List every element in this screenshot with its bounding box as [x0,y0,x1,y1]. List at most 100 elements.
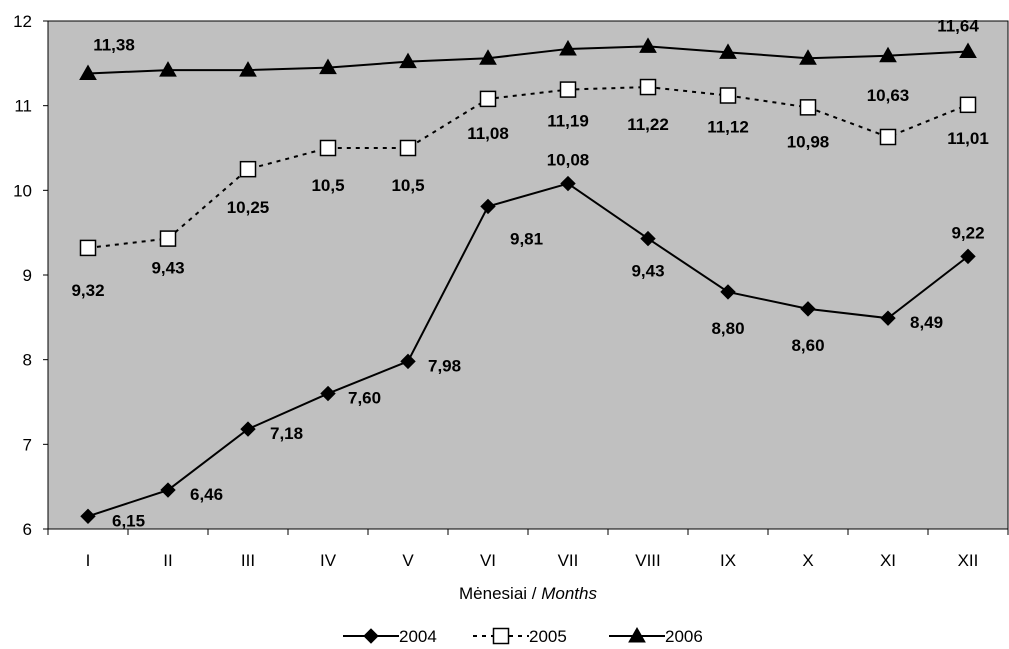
point-2004-IV [320,385,336,402]
x-tick-label: VI [480,551,496,570]
point-2006-II [159,61,177,77]
data-label-2004-X: 8,60 [791,336,824,355]
data-labels: 6,15 6,46 7,18 7,60 7,98 9,81 10,08 9,43 8,80 8,6… [71,16,988,530]
point-2005-VIII [639,78,657,96]
y-tick-label: 8 [23,351,32,370]
point-2005-XII [959,96,977,114]
data-label-2005-IV: 10,5 [311,176,344,195]
x-axis-title-en: Months [541,584,597,603]
x-tick-label: VIII [635,551,661,570]
legend: 2004 2005 2006 [343,626,703,646]
series-layer [79,37,977,525]
x-axis-title-lt: Mėnesiai [459,584,527,603]
series-line-2004 [87,182,969,518]
data-label-2004-VII: 10,08 [547,151,590,170]
point-2004-VIII [640,230,656,247]
legend-marker-2006 [628,626,646,643]
point-2006-XI [879,46,897,63]
point-2004-I [80,508,96,525]
y-tick-label: 7 [23,435,32,454]
data-label-2005-III: 10,25 [227,198,270,217]
data-label-2004-XII: 9,22 [951,223,984,242]
data-label-2006-I: 11,38 [93,35,135,54]
data-label-2004-II: 6,46 [190,485,223,504]
data-label-2005-X: 10,98 [787,132,830,151]
data-label-2004-IX: 8,80 [711,319,744,338]
point-2005-XI [879,128,897,146]
point-2006-IX [719,43,737,59]
x-tick-label: II [163,551,172,570]
point-2005-II [159,230,177,247]
point-2004-V [400,353,416,370]
point-2005-IV [319,139,337,157]
x-axis: I II III IV V VI VII VIII IX X XI XII [47,529,1009,570]
point-2006-III [239,61,257,77]
data-label-2005-XII: 11,01 [947,129,989,148]
point-2005-VII [559,81,577,98]
point-2006-X [799,49,817,65]
x-tick-label: IV [320,551,337,570]
legend-marker-2005 [492,627,510,645]
point-2004-IX [720,284,736,300]
data-label-2005-II: 9,43 [151,259,184,278]
point-2005-I [79,239,97,257]
point-2004-XI [880,310,896,326]
data-label-2005-XI: 10,63 [867,86,910,105]
data-label-2005-I: 9,32 [71,281,104,300]
data-label-2004-XI: 8,49 [910,313,943,332]
point-2006-VI [479,49,497,65]
point-2004-X [800,301,816,317]
point-2005-IX [719,87,737,104]
point-2005-X [799,99,817,116]
y-tick-label: 11 [14,97,32,116]
y-tick-label: 10 [13,181,32,200]
point-2004-II [160,482,176,498]
point-2006-VII [559,39,577,56]
data-label-2005-V: 10,5 [391,176,424,195]
y-tick-label: 12 [13,12,32,31]
legend-label-2004: 2004 [399,627,437,646]
point-2006-V [399,52,417,69]
point-2006-VIII [639,37,657,53]
point-2004-VII [560,175,576,192]
point-2005-III [239,160,257,178]
data-label-2005-VIII: 11,22 [627,115,669,134]
point-2005-V [399,139,417,157]
series-line-2006 [87,45,969,75]
point-2004-VI [480,198,496,215]
data-label-2004-IV: 7,60 [348,389,381,408]
data-label-2004-V: 7,98 [428,356,461,375]
point-2004-XII [960,248,976,265]
y-tick-label: 9 [23,266,32,285]
x-tick-label: IX [720,551,736,570]
data-label-2004-VI: 9,81 [510,229,543,248]
x-axis-title-sep: / [527,584,541,603]
data-label-2004-VIII: 9,43 [631,262,664,281]
x-tick-label: III [241,551,255,570]
x-tick-label: XII [958,551,979,570]
x-tick-label: VII [558,551,579,570]
x-tick-label: V [402,551,414,570]
point-2006-IV [319,58,337,75]
x-tick-label: X [802,551,813,570]
x-tick-label: XI [880,551,896,570]
x-axis-title: Mėnesiai / Months [459,584,597,603]
x-tick-label: I [86,551,91,570]
data-label-2004-I: 6,15 [112,511,145,530]
point-2005-VI [479,90,497,108]
point-2004-III [240,421,256,437]
data-label-2005-VII: 11,19 [547,112,589,131]
point-2006-XII [959,42,977,58]
data-label-2006-XII: 11,64 [937,16,979,35]
data-label-2005-IX: 11,12 [707,118,749,137]
point-2006-I [79,64,97,80]
legend-marker-2004 [363,628,379,644]
plot-area [47,20,1009,530]
y-axis: 6 7 8 9 10 11 12 [13,12,48,539]
legend-label-2006: 2006 [665,627,703,646]
data-label-2004-III: 7,18 [270,424,303,443]
data-label-2005-VI: 11,08 [467,124,509,143]
y-tick-label: 6 [23,520,32,539]
legend-label-2005: 2005 [529,627,567,646]
